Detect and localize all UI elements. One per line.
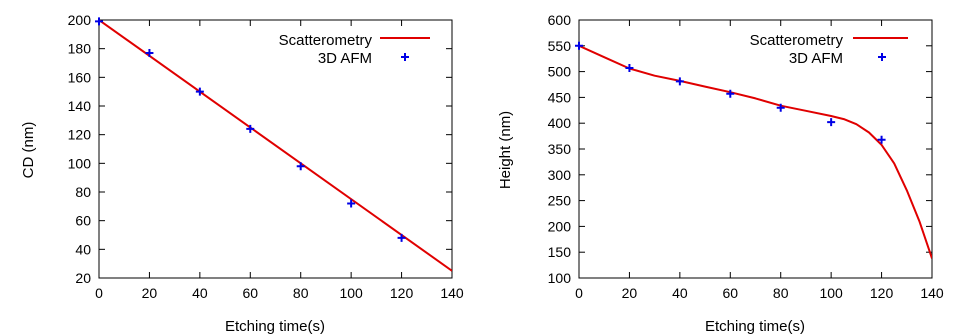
- height-x-tick-label: 80: [773, 285, 789, 301]
- cd-y-tick-label: 160: [68, 69, 92, 85]
- cd-y-axis-label: CD (nm): [20, 122, 37, 179]
- height-afm-point: [625, 63, 634, 72]
- height-y-tick-label: 400: [548, 115, 572, 131]
- cd-afm-point: [347, 199, 356, 208]
- cd-x-tick-label: 100: [339, 285, 363, 301]
- height-y-tick-label: 250: [548, 193, 572, 209]
- height-scatterometry-line: [579, 44, 932, 259]
- cd-chart: 0 20 40 60 80 100 120 1402040608010012014016018…: [20, 12, 464, 335]
- cd-afm-point: [145, 48, 154, 57]
- cd-y-tick-label: 80: [75, 184, 91, 200]
- height-x-tick-label: 0: [575, 285, 583, 301]
- cd-x-tick-label: 80: [293, 285, 309, 301]
- cd-scatterometry-line: [99, 20, 452, 272]
- cd-afm-point: [246, 124, 255, 133]
- cd-y-tick-label: 120: [68, 127, 92, 143]
- height-y-axis-label: Height (nm): [497, 111, 514, 189]
- cd-x-tick-label: 60: [242, 285, 258, 301]
- height-chart: 0 20 40 60 80 100 120 140 100 150 200 250 300 350 400 4…: [497, 12, 944, 335]
- cd-afm-point: [296, 162, 305, 171]
- height-x-tick-label: 20: [622, 285, 638, 301]
- height-afm-point: [575, 41, 583, 50]
- cd-chart-marks: 0 20 40 60 80 100 120 1402040608010012014016018…: [68, 12, 464, 301]
- cd-y-tick-label: 100: [68, 155, 92, 171]
- cd-x-tick-label: 120: [390, 285, 414, 301]
- height-afm-point: [776, 103, 785, 112]
- height-legend: Scatterometry 3D AFM: [750, 32, 844, 67]
- cd-x-tick-label: 20: [142, 285, 158, 301]
- height-y-tick-label: 600: [548, 12, 572, 28]
- cd-y-tick-label: 200: [68, 12, 92, 28]
- height-legend-scatterometry-label: Scatterometry: [750, 32, 844, 49]
- height-y-tick-label: 300: [548, 167, 572, 183]
- height-x-tick-label: 120: [870, 285, 894, 301]
- cd-legend: Scatterometry 3D AFM: [279, 32, 373, 67]
- height-chart-marks: 0 20 40 60 80 100 120 140 100 150 200 250 300 350 400 4…: [548, 12, 944, 301]
- cd-y-tick-label: 60: [75, 213, 91, 229]
- cd-legend-afm-label: 3D AFM: [318, 50, 372, 67]
- cd-legend-scatterometry-label: Scatterometry: [279, 32, 373, 49]
- height-y-tick-label: 150: [548, 244, 572, 260]
- height-x-tick-label: 140: [920, 285, 944, 301]
- height-y-tick-label: 200: [548, 218, 572, 234]
- height-x-tick-label: 40: [672, 285, 688, 301]
- height-x-axis-label: Etching time(s): [705, 318, 805, 335]
- cd-afm-point: [195, 87, 204, 96]
- height-legend-afm-label: 3D AFM: [789, 50, 843, 67]
- cd-x-axis-label: Etching time(s): [225, 318, 325, 335]
- height-y-tick-label: 550: [548, 38, 572, 54]
- height-x-tick-label: 60: [722, 285, 738, 301]
- cd-legend-afm-swatch: [401, 53, 409, 61]
- cd-afm-point: [397, 233, 406, 242]
- cd-y-tick-label: 40: [75, 241, 91, 257]
- height-y-tick-label: 100: [548, 270, 572, 286]
- height-y-tick-label: 450: [548, 89, 572, 105]
- cd-x-tick-label: 140: [440, 285, 464, 301]
- height-afm-point: [675, 77, 684, 86]
- cd-y-tick-label: 140: [68, 98, 92, 114]
- height-x-tick-label: 100: [819, 285, 843, 301]
- height-plot-frame: [578, 19, 933, 279]
- cd-x-tick-label: 0: [95, 285, 103, 301]
- height-afm-point: [877, 135, 886, 144]
- cd-y-tick-label: 20: [75, 270, 91, 286]
- height-afm-point: [726, 89, 735, 98]
- cd-y-tick-label: 180: [68, 41, 92, 57]
- height-y-tick-label: 500: [548, 64, 572, 80]
- height-afm-point: [827, 118, 836, 127]
- height-y-tick-label: 350: [548, 141, 572, 157]
- cd-afm-point: [95, 17, 103, 26]
- cd-plot-frame: [98, 19, 453, 279]
- height-legend-afm-swatch: [878, 53, 886, 61]
- cd-x-tick-label: 40: [192, 285, 208, 301]
